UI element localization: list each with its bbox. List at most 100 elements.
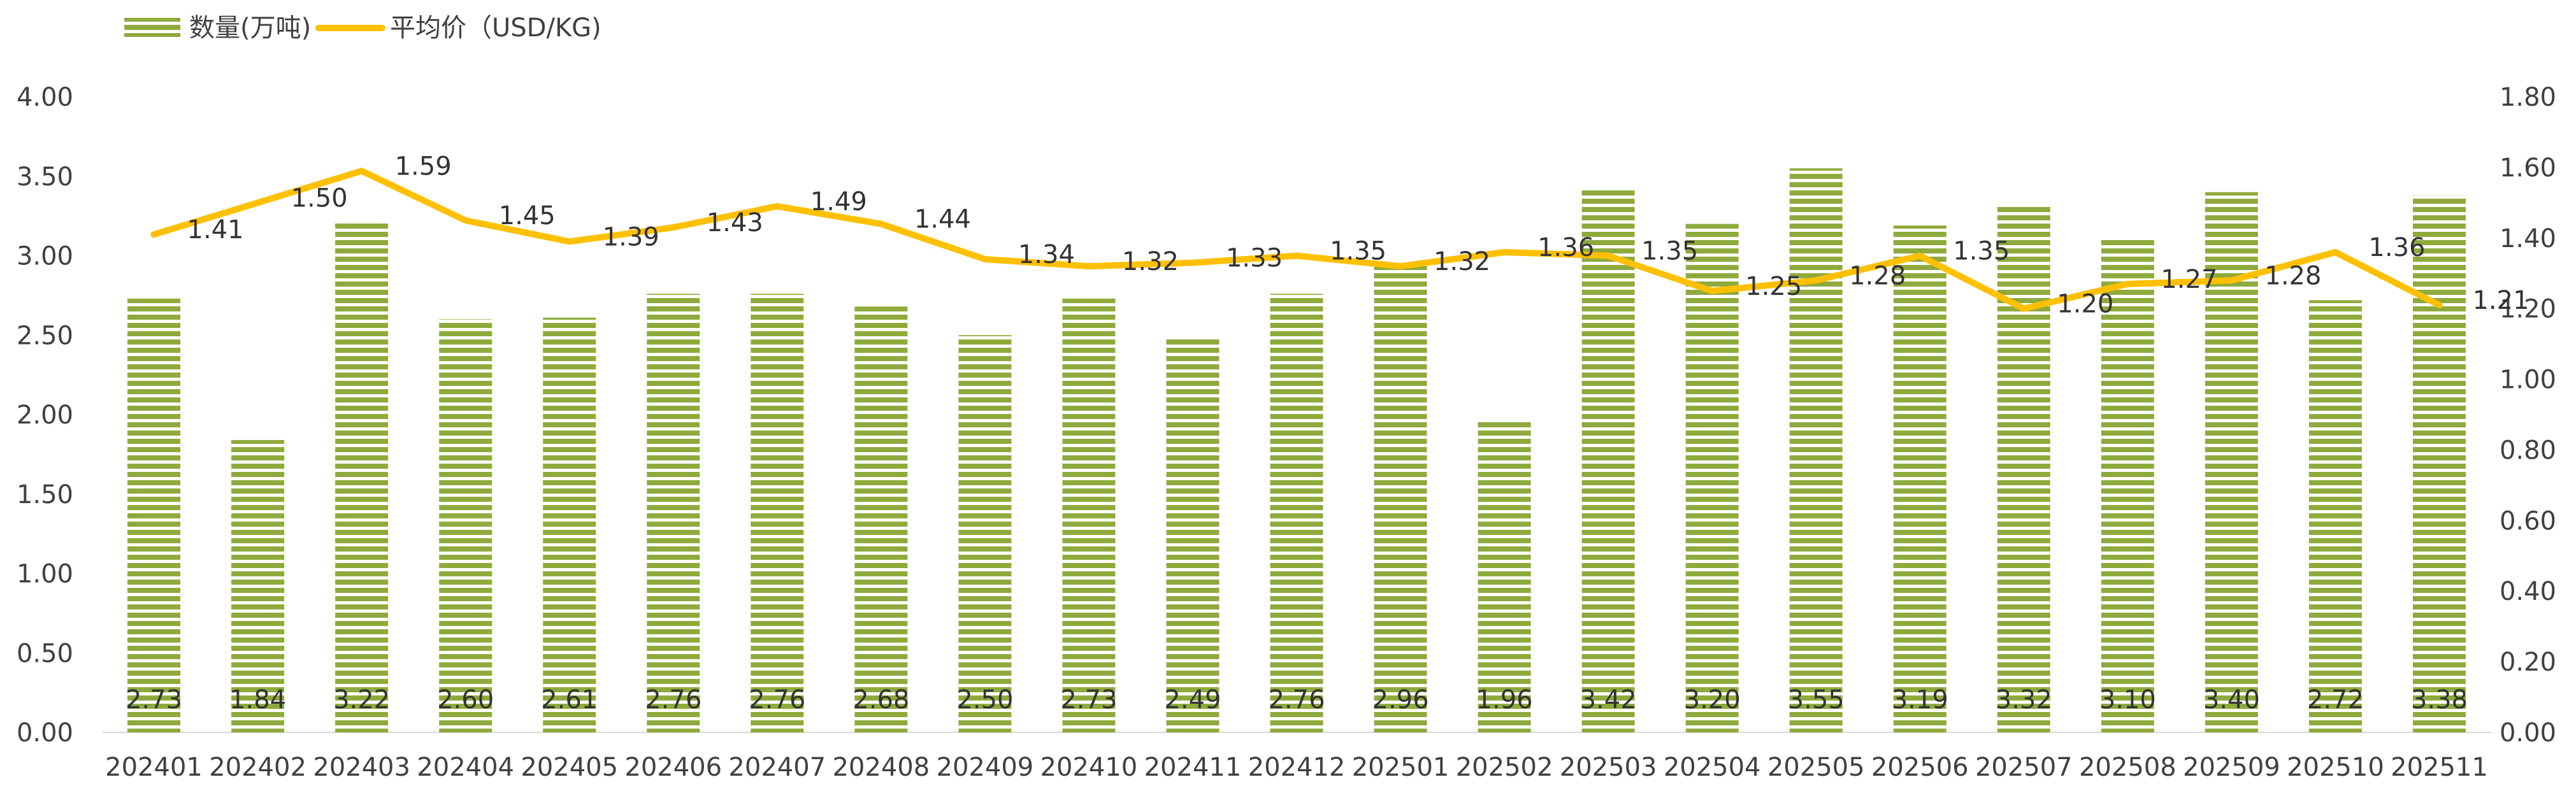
line-data-label: 1.41 [187, 215, 244, 245]
bar-data-label: 2.72 [2307, 685, 2364, 715]
x-tick-label: 202401 [105, 753, 203, 782]
bar-data-label: 2.96 [1372, 685, 1429, 715]
bar [1270, 294, 1323, 732]
x-tick-label: 202503 [1560, 753, 1657, 782]
right-y-tick-label: 1.40 [2500, 224, 2556, 253]
x-tick-label: 202402 [209, 753, 306, 782]
legend-bar-swatch [124, 18, 180, 37]
line-data-label: 1.21 [2472, 286, 2529, 315]
x-tick-label: 202505 [1767, 753, 1865, 782]
x-tick-label: 202509 [2183, 753, 2280, 782]
line-data-label: 1.25 [1745, 272, 1802, 301]
x-tick-label: 202502 [1456, 753, 1553, 782]
bar-data-label: 3.20 [1684, 685, 1741, 715]
bar-data-label: 3.22 [333, 685, 390, 715]
bar-data-label: 3.42 [1580, 685, 1637, 715]
legend-line-label: 平均价（USD/KG) [390, 13, 601, 43]
left-y-axis: 0.00 0.50 1.00 1.50 2.00 2.50 3.00 3.50 4.00 [17, 83, 73, 748]
bar [1997, 204, 2050, 732]
bar-series [127, 168, 2466, 733]
x-tick-label: 202510 [2287, 753, 2384, 782]
left-y-tick-label: 1.00 [17, 560, 73, 589]
line-data-label: 1.39 [603, 222, 659, 252]
right-y-tick-label: 1.20 [2500, 295, 2556, 324]
x-axis-ticks: 202401 202402 202403 202404 202405 202406 2024… [105, 753, 2488, 782]
x-tick-label: 202409 [937, 753, 1034, 782]
bar-data-label: 3.38 [2411, 685, 2468, 715]
bar-data-label: 2.73 [126, 685, 182, 715]
x-tick-label: 202403 [313, 753, 410, 782]
line-data-label: 1.36 [1537, 233, 1594, 262]
right-y-tick-label: 0.80 [2500, 436, 2556, 465]
line-data-label: 1.36 [2368, 233, 2425, 262]
left-y-tick-label: 3.00 [17, 242, 73, 271]
bar [1166, 336, 1220, 732]
bar-data-label: 2.76 [645, 685, 702, 715]
bar-data-label: 2.49 [1164, 685, 1221, 715]
line-data-label: 1.20 [2057, 290, 2113, 319]
bar [2412, 195, 2466, 732]
bar-data-label: 3.32 [1996, 685, 2052, 715]
line-data-label: 1.28 [1849, 261, 1906, 290]
line-data-label: 1.45 [499, 201, 556, 231]
line-data-label: 1.43 [707, 208, 763, 238]
line-data-label: 1.32 [1122, 247, 1179, 276]
line-data-label: 1.32 [1434, 247, 1490, 276]
bar [1478, 420, 1531, 732]
bar [751, 294, 804, 732]
bar [1062, 298, 1116, 732]
x-tick-label: 202408 [832, 753, 930, 782]
bar [2308, 300, 2362, 732]
bar-data-labels: 2.73 1.84 3.22 2.60 2.61 2.76 2.76 2.68 2.50 2.73… [126, 685, 2468, 715]
line-data-label: 1.59 [395, 152, 452, 181]
bar [1581, 189, 1635, 733]
bar [1893, 225, 1946, 733]
x-tick-label: 202410 [1040, 753, 1138, 782]
right-y-tick-label: 1.80 [2500, 83, 2556, 112]
x-tick-label: 202404 [417, 753, 514, 782]
line-series [150, 167, 2443, 312]
bar [1374, 262, 1427, 733]
right-y-tick-label: 1.00 [2500, 366, 2556, 395]
left-y-tick-label: 1.50 [17, 480, 73, 509]
left-y-tick-label: 0.50 [17, 639, 73, 668]
bar [2101, 239, 2154, 732]
legend-bar-label: 数量(万吨) [189, 13, 311, 43]
bar-data-label: 2.61 [541, 685, 598, 715]
bar [1685, 224, 1739, 733]
x-tick-label: 202507 [1975, 753, 2073, 782]
bar-data-label: 2.60 [437, 685, 494, 715]
bar [1789, 168, 1843, 732]
right-y-axis: 0.00 0.20 0.40 0.60 0.80 1.00 1.20 1.40 1.60 1.80 [2500, 83, 2556, 748]
bar-data-label: 3.19 [1892, 685, 1948, 715]
left-y-tick-label: 2.50 [17, 321, 73, 350]
bar-data-label: 2.50 [956, 685, 1013, 715]
bar-data-label: 1.84 [229, 685, 286, 715]
bar [543, 317, 596, 732]
bar [231, 439, 285, 732]
x-tick-label: 202405 [521, 753, 618, 782]
line-data-label: 1.35 [1953, 237, 2010, 266]
x-tick-label: 202406 [624, 753, 722, 782]
x-tick-label: 202412 [1248, 753, 1346, 782]
bar [439, 319, 493, 732]
bar-data-label: 2.76 [1268, 685, 1325, 715]
line-data-label: 1.49 [810, 187, 867, 217]
x-tick-label: 202508 [2079, 753, 2177, 782]
bar [854, 306, 908, 733]
left-y-tick-label: 3.50 [17, 162, 73, 192]
bar-data-label: 3.40 [2203, 685, 2260, 715]
right-y-tick-label: 1.60 [2500, 153, 2556, 183]
bar-data-label: 2.68 [853, 685, 909, 715]
bar-data-label: 1.96 [1476, 685, 1533, 715]
line-data-label: 1.50 [291, 183, 348, 213]
left-y-tick-label: 0.00 [17, 718, 73, 748]
bar-data-label: 2.73 [1060, 685, 1117, 715]
line-data-labels: 1.41 1.50 1.59 1.45 1.39 1.43 1.49 1.44 1.34 1.32… [187, 152, 2529, 318]
left-y-tick-label: 2.00 [17, 401, 73, 430]
x-tick-label: 202506 [1871, 753, 1969, 782]
line-data-label: 1.33 [1226, 244, 1283, 273]
line-data-label: 1.27 [2161, 265, 2217, 294]
